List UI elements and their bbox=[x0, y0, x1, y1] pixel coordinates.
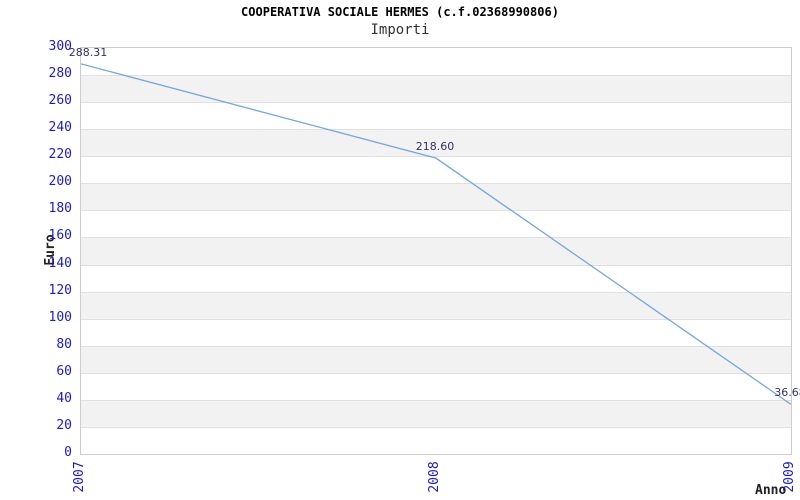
y-tick-label: 80 bbox=[56, 336, 72, 352]
y-tick-label: 260 bbox=[48, 93, 72, 109]
grid-line bbox=[81, 102, 791, 104]
plot-band bbox=[81, 345, 791, 373]
chart-title: COOPERATIVA SOCIALE HERMES (c.f.02368990… bbox=[241, 5, 559, 19]
x-tick-label: 2008 bbox=[427, 461, 442, 493]
y-tick-label: 240 bbox=[48, 120, 72, 136]
chart-subtitle: Importi bbox=[370, 22, 430, 38]
data-point-label: 288.31 bbox=[68, 45, 108, 59]
data-point-label: 218.60 bbox=[415, 140, 455, 154]
y-tick-label: 180 bbox=[48, 201, 72, 217]
plot-band bbox=[81, 210, 791, 238]
grid-line bbox=[81, 156, 791, 158]
plot-band bbox=[81, 372, 791, 400]
plot-band bbox=[81, 48, 791, 76]
line-series bbox=[81, 63, 791, 405]
y-tick-label: 20 bbox=[56, 417, 72, 433]
plot-band bbox=[81, 264, 791, 292]
y-tick-label: 140 bbox=[48, 255, 72, 271]
grid-line bbox=[81, 264, 791, 266]
x-tick-label: 2009 bbox=[782, 461, 797, 493]
plot-band bbox=[81, 102, 791, 130]
x-axis-title: Anno bbox=[755, 483, 787, 498]
y-tick-label: 280 bbox=[48, 66, 72, 82]
plot-band bbox=[81, 426, 791, 454]
line-series-svg bbox=[81, 63, 791, 405]
y-tick-label: 220 bbox=[48, 147, 72, 163]
grid-line bbox=[81, 75, 791, 77]
grid-line bbox=[81, 129, 791, 131]
grid-line bbox=[81, 210, 791, 212]
plot-band bbox=[81, 75, 791, 103]
plot-band bbox=[81, 156, 791, 184]
plot-band bbox=[81, 291, 791, 319]
y-tick-label: 100 bbox=[48, 309, 72, 325]
y-tick-label: 0 bbox=[64, 445, 72, 460]
grid-line bbox=[81, 237, 791, 239]
grid-line bbox=[81, 372, 791, 374]
plot-band bbox=[81, 237, 791, 265]
y-tick-label: 60 bbox=[56, 363, 72, 379]
y-tick-label: 160 bbox=[48, 228, 72, 244]
grid-line bbox=[81, 399, 791, 401]
plot-band bbox=[81, 129, 791, 157]
grid-line bbox=[81, 426, 791, 428]
grid-line bbox=[81, 318, 791, 320]
plot-band bbox=[81, 318, 791, 346]
grid-line bbox=[81, 183, 791, 185]
y-tick-label: 40 bbox=[56, 390, 72, 406]
plot-band bbox=[81, 399, 791, 427]
y-tick-label: 200 bbox=[48, 174, 72, 190]
x-tick-label: 2007 bbox=[72, 461, 87, 493]
data-point-label: 36.68 bbox=[774, 386, 800, 400]
y-tick-label: 300 bbox=[48, 39, 72, 54]
plot-area bbox=[80, 47, 792, 455]
grid-line bbox=[81, 345, 791, 347]
grid-line bbox=[81, 291, 791, 293]
plot-band bbox=[81, 183, 791, 211]
y-tick-label: 120 bbox=[48, 282, 72, 298]
